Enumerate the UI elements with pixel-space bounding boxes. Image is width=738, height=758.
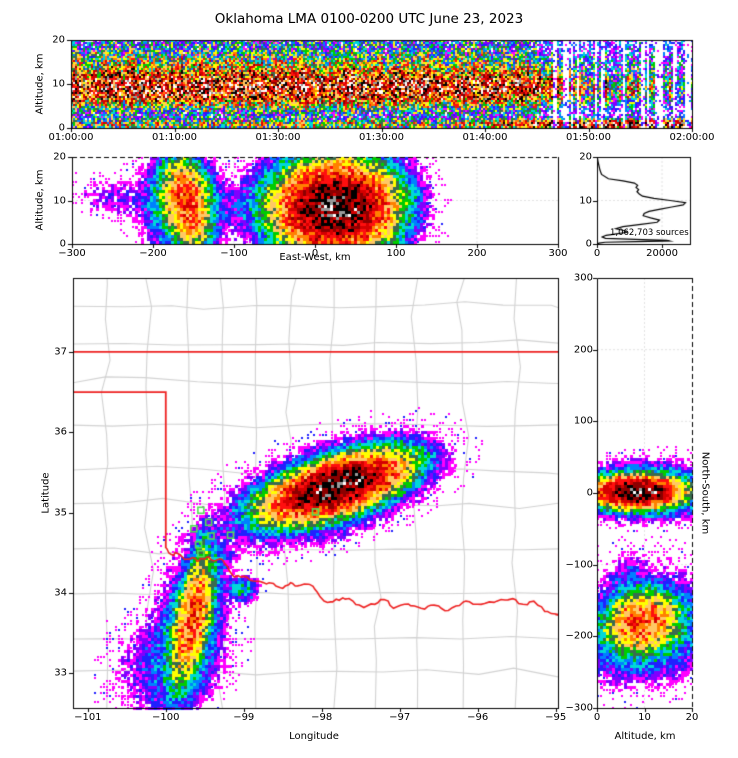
time-height-xtick: 02:00:00 bbox=[669, 132, 715, 143]
ns-cross-xtick: 10 bbox=[638, 712, 651, 723]
sources-count-annotation: 1,062,703 sources bbox=[610, 228, 689, 238]
map-ytick: 33 bbox=[54, 667, 67, 679]
ew-cross-xtick: −100 bbox=[220, 248, 248, 259]
ew-cross-xtick: −200 bbox=[139, 248, 167, 259]
ew-cross-xtick: 0 bbox=[311, 248, 319, 259]
map-ylabel: Latitude bbox=[40, 472, 52, 514]
histogram-ytick: 20 bbox=[579, 151, 592, 163]
map-xtick: −101 bbox=[74, 712, 102, 723]
ns-cross-ylabel: North-South, km bbox=[699, 451, 711, 535]
histogram-ytick: 10 bbox=[579, 195, 592, 206]
time-height-xtick: 01:00:00 bbox=[48, 132, 94, 143]
ew-cross-ytick: 10 bbox=[53, 195, 66, 206]
ew-cross-ylabel: Altitude, km bbox=[34, 169, 46, 231]
time-height-ytick: 0 bbox=[58, 122, 65, 134]
time-height-ylabel: Altitude, km bbox=[34, 53, 46, 115]
ns-cross-ytick: −300 bbox=[565, 702, 593, 714]
time-height-xtick: 01:30:00 bbox=[359, 132, 404, 143]
time-height-ytick: 20 bbox=[52, 34, 65, 46]
ew-cross-xtick: 300 bbox=[548, 248, 568, 259]
ew-cross-ytick: 0 bbox=[59, 238, 66, 250]
ns-cross-xtick: 20 bbox=[685, 712, 699, 723]
ns-cross-ytick: 100 bbox=[573, 415, 593, 427]
ew-cross-ytick: 20 bbox=[53, 151, 66, 163]
ns-cross-ytick: 200 bbox=[573, 344, 593, 356]
map-xtick: −100 bbox=[152, 712, 180, 723]
map-ytick: 37 bbox=[54, 346, 67, 358]
ns-cross-ytick: 300 bbox=[573, 272, 593, 284]
time-height-xtick: 01:50:00 bbox=[566, 132, 611, 143]
ew-cross-xtick: −300 bbox=[58, 248, 86, 259]
figure-title: Oklahoma LMA 0100-0200 UTC June 23, 2023 bbox=[214, 11, 524, 27]
map-xtick: −99 bbox=[233, 712, 255, 723]
map-xtick: −96 bbox=[467, 712, 489, 723]
ns-cross-ytick: −200 bbox=[565, 630, 593, 642]
ns-cross-ytick: −100 bbox=[565, 559, 593, 571]
time-height-xtick: 01:30:00 bbox=[255, 132, 301, 143]
time-height-xtick: 01:40:00 bbox=[462, 132, 508, 143]
time-height-ytick: 10 bbox=[52, 78, 65, 90]
histogram-xtick: 0 bbox=[593, 248, 601, 259]
time-height-xtick: 01:10:00 bbox=[152, 132, 197, 143]
map-ytick: 34 bbox=[54, 587, 67, 599]
map-ytick: 36 bbox=[54, 426, 67, 438]
histogram-xtick: 20000 bbox=[646, 248, 678, 259]
map-xtick: −97 bbox=[389, 712, 411, 723]
ns-cross-ytick: 0 bbox=[586, 487, 593, 499]
ew-cross-xtick: 200 bbox=[467, 248, 487, 259]
ns-cross-xtick: 0 bbox=[593, 712, 601, 723]
map-ytick: 35 bbox=[54, 507, 67, 519]
map-xtick: −95 bbox=[545, 712, 567, 723]
ns-cross-xlabel: Altitude, km bbox=[614, 731, 676, 742]
ew-cross-xlabel: East-West, km bbox=[279, 252, 351, 263]
ew-cross-xtick: 100 bbox=[386, 248, 406, 259]
map-xlabel: Longitude bbox=[289, 731, 339, 742]
histogram-ytick: 0 bbox=[585, 238, 592, 250]
map-xtick: −98 bbox=[311, 712, 333, 723]
